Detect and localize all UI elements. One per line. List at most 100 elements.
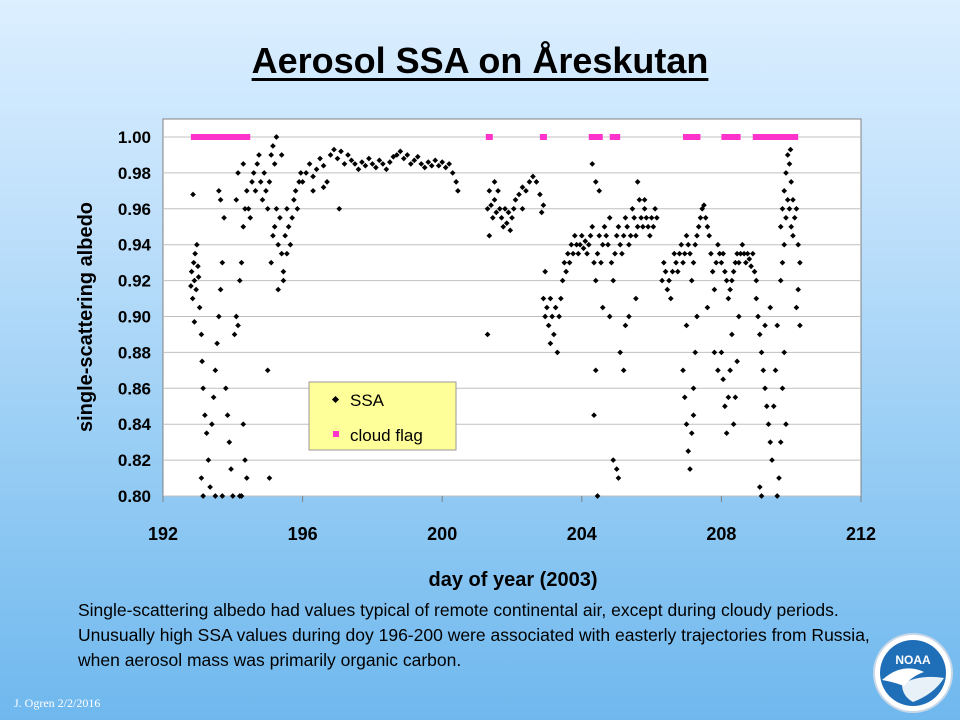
- ssa-point: [626, 313, 632, 320]
- ssa-point: [622, 322, 629, 329]
- ssa-point: [732, 394, 739, 401]
- ssa-point: [505, 209, 512, 216]
- ssa-point: [449, 170, 456, 176]
- ssa-point: [226, 439, 233, 445]
- ssa-point: [660, 259, 667, 266]
- ssa-point: [489, 214, 496, 221]
- ssa-point: [793, 205, 800, 212]
- ssa-point: [713, 259, 719, 266]
- ssa-point: [612, 250, 618, 257]
- ssa-point: [594, 493, 601, 499]
- ssa-point: [584, 250, 590, 257]
- ssa-point: [704, 304, 711, 311]
- ssa-point: [741, 250, 747, 257]
- ssa-point: [762, 322, 768, 329]
- ssa-point: [263, 188, 269, 194]
- footer-credit: J. Ogren 2/2/2016: [14, 696, 101, 710]
- ssa-point: [216, 188, 222, 194]
- ssa-point: [320, 184, 327, 191]
- ssa-point: [198, 475, 205, 481]
- cloud-flag-point: [613, 134, 621, 140]
- ssa-point: [594, 250, 601, 257]
- ssa-point: [280, 277, 287, 284]
- ssa-point: [683, 232, 690, 239]
- ssa-point: [734, 250, 740, 257]
- ssa-point: [688, 430, 695, 437]
- ssa-point: [793, 304, 800, 311]
- ssa-point: [200, 493, 206, 499]
- ssa-point: [418, 161, 425, 167]
- ssa-point: [722, 403, 728, 410]
- ssa-point: [718, 349, 725, 356]
- cloud-flag-point: [733, 134, 741, 140]
- ssa-point: [736, 259, 742, 266]
- plot-area: [162, 118, 862, 497]
- ssa-point: [786, 161, 793, 167]
- ssa-point: [688, 277, 695, 284]
- ssa-point: [723, 277, 730, 284]
- ssa-point: [250, 170, 257, 176]
- ssa-point: [190, 191, 196, 198]
- ssa-point: [592, 367, 599, 374]
- ssa-point: [681, 394, 688, 401]
- ssa-point: [294, 205, 301, 212]
- ssa-point: [551, 331, 557, 338]
- ssa-point: [544, 304, 550, 311]
- ssa-point: [763, 403, 770, 410]
- y-tick-label: 0.96: [118, 200, 151, 219]
- ssa-point: [366, 155, 372, 162]
- ssa-point: [199, 358, 205, 365]
- ssa-point: [519, 205, 526, 212]
- ssa-point: [376, 157, 383, 164]
- x-tick-label: 196: [288, 524, 318, 544]
- ssa-point: [770, 403, 777, 410]
- ssa-point: [687, 466, 693, 472]
- ssa-point: [190, 259, 197, 266]
- ssa-point: [725, 295, 732, 302]
- ssa-point: [758, 349, 765, 356]
- ssa-point: [193, 286, 199, 293]
- ssa-point: [566, 259, 573, 266]
- ssa-point: [774, 493, 781, 499]
- ssa-point: [191, 277, 198, 284]
- ssa-point: [516, 191, 522, 198]
- ssa-point: [695, 223, 702, 230]
- ssa-point: [643, 214, 650, 221]
- ssa-point: [758, 493, 765, 499]
- ssa-point: [606, 313, 613, 320]
- ssa-point: [439, 159, 446, 165]
- ssa-point: [273, 134, 280, 140]
- ssa-scatter-chart: 0.80 0.82 0.84 0.86 0.88 0.90 0.92 0.94 0.96 0.98…: [75, 118, 876, 591]
- ssa-point: [219, 493, 226, 499]
- ssa-point: [645, 223, 651, 230]
- ssa-point: [692, 349, 699, 356]
- ssa-point: [599, 241, 606, 248]
- ssa-point: [205, 457, 212, 463]
- ssa-point: [216, 313, 222, 320]
- ssa-point: [296, 179, 302, 185]
- ssa-point: [723, 430, 730, 437]
- ssa-point: [619, 250, 625, 257]
- ssa-point: [610, 457, 617, 463]
- ssa-point: [287, 241, 294, 248]
- ssa-point: [291, 196, 297, 203]
- ssa-point: [538, 209, 545, 216]
- ssa-point: [261, 170, 268, 176]
- ssa-point: [591, 259, 597, 266]
- ssa-point: [268, 152, 275, 158]
- ssa-point: [545, 322, 552, 329]
- ssa-point: [737, 250, 744, 257]
- ssa-point: [767, 304, 774, 311]
- ssa-point: [289, 214, 295, 221]
- ssa-point: [587, 232, 594, 239]
- ssa-point: [783, 170, 789, 176]
- y-tick-label: 0.90: [118, 308, 151, 327]
- ssa-point: [690, 385, 697, 392]
- ssa-point: [435, 162, 442, 169]
- ssa-point: [540, 202, 547, 209]
- ssa-point: [620, 232, 627, 239]
- ssa-point: [242, 205, 248, 212]
- ssa-point: [610, 277, 617, 284]
- ssa-point: [264, 205, 271, 212]
- ssa-point: [310, 173, 316, 180]
